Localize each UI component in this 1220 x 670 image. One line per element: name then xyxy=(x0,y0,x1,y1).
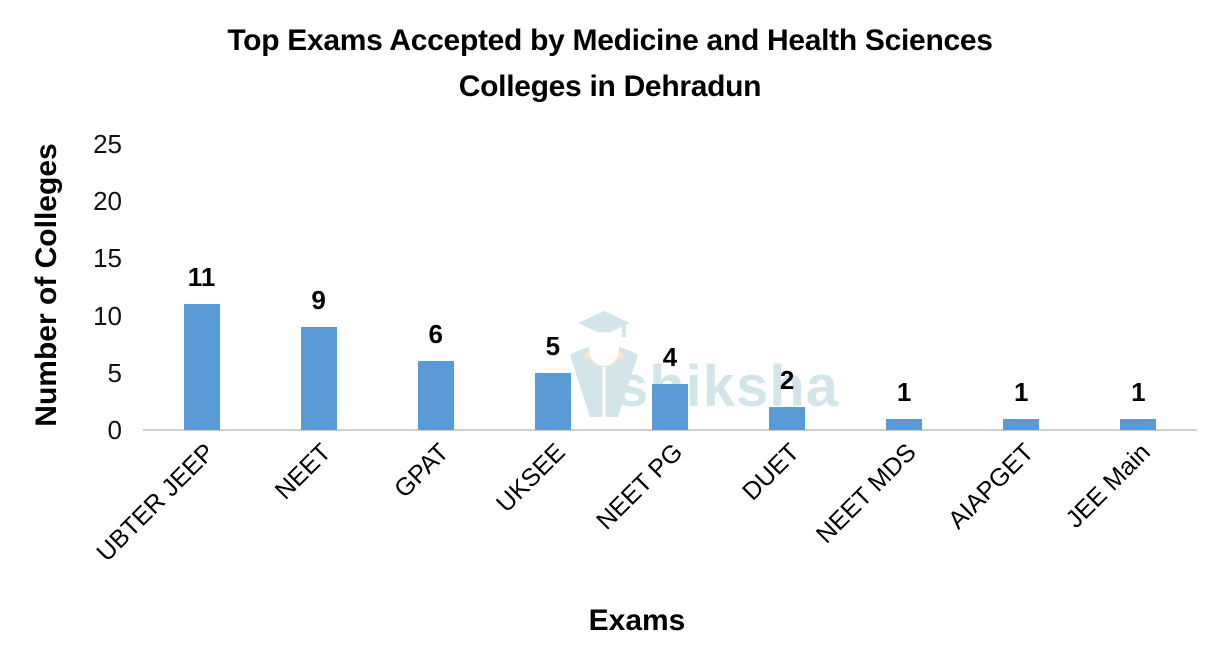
y-tick-label: 10 xyxy=(93,300,122,331)
bar xyxy=(1003,418,1040,430)
y-tick-label: 15 xyxy=(93,243,122,274)
bar-value-label: 2 xyxy=(779,365,795,396)
bar-value-label: 11 xyxy=(187,262,216,293)
x-axis-label: Exams xyxy=(588,604,686,637)
bar xyxy=(1120,418,1157,430)
bar xyxy=(300,327,337,430)
bar-value-label: 1 xyxy=(896,376,912,407)
bar-value-label: 5 xyxy=(545,330,561,361)
x-tick-label: DUET xyxy=(737,438,806,507)
y-tick-label: 25 xyxy=(93,129,122,159)
x-tick-label: UKSEE xyxy=(490,438,571,518)
bar-value-label: 4 xyxy=(662,342,678,373)
chart-title: Top Exams Accepted by Medicine and Healt… xyxy=(0,18,1220,110)
x-tick-label: JEE Main xyxy=(1060,438,1157,534)
x-tick-label: NEET MDS xyxy=(810,438,922,549)
x-tick-label: UBTER JEEP xyxy=(90,438,220,567)
bar xyxy=(417,361,454,430)
x-axis-line xyxy=(143,429,1197,431)
y-tick-label: 5 xyxy=(107,357,122,388)
y-tick-label: 0 xyxy=(107,415,122,445)
bar xyxy=(534,372,571,430)
bar-value-label: 1 xyxy=(1131,376,1146,407)
x-tick-label: NEET xyxy=(269,438,337,506)
bar xyxy=(183,304,220,430)
x-tick-label: NEET PG xyxy=(591,438,689,536)
bar-value-label: 6 xyxy=(428,319,443,350)
y-tick-label: 20 xyxy=(93,186,122,217)
bar xyxy=(886,418,923,430)
bar xyxy=(651,384,688,430)
bar xyxy=(769,407,806,430)
x-tick-label: GPAT xyxy=(388,438,455,504)
bar-value-label: 1 xyxy=(1014,376,1029,407)
x-tick-label: AIAPGET xyxy=(943,438,1040,535)
chart-title-line-1: Top Exams Accepted by Medicine and Healt… xyxy=(227,24,993,57)
chart-title-line-2: Colleges in Dehradun xyxy=(458,70,762,103)
bar-value-label: 9 xyxy=(311,285,326,316)
y-axis-label: Number of Colleges xyxy=(30,143,63,427)
